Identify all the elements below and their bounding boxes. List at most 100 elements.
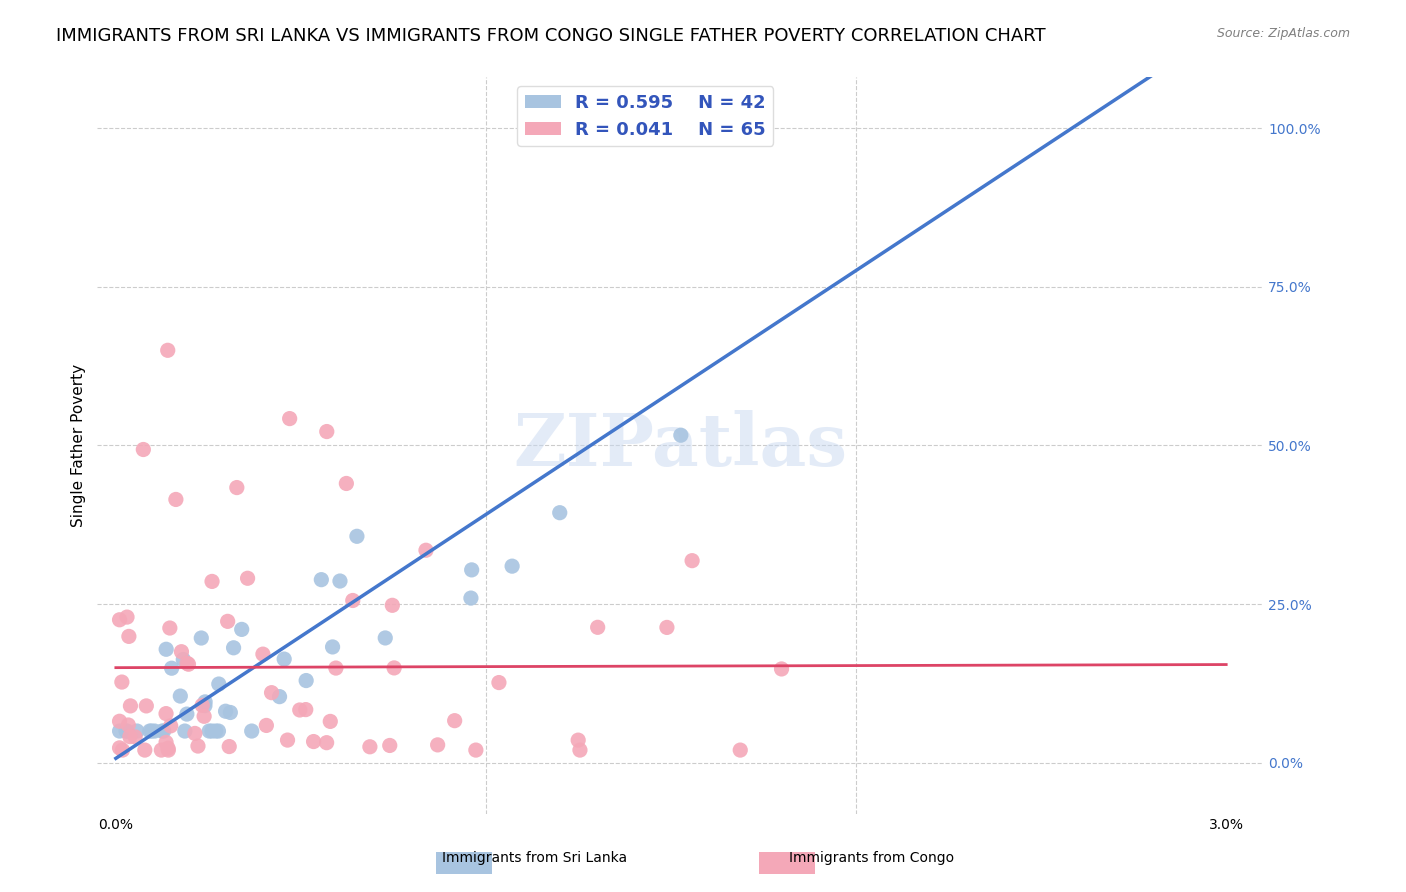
Point — [359, 739, 381, 754]
Point — [176, 707, 198, 722]
Point — [143, 724, 166, 739]
Point — [155, 642, 177, 657]
Point — [378, 739, 401, 753]
Legend: R = 0.595    N = 42, R = 0.041    N = 65: R = 0.595 N = 42, R = 0.041 N = 65 — [517, 87, 773, 146]
Point — [132, 442, 155, 457]
Point — [201, 574, 224, 589]
Point — [728, 743, 751, 757]
Point — [335, 476, 357, 491]
Point — [252, 647, 274, 661]
Point — [165, 492, 187, 507]
Point — [184, 726, 207, 740]
Point — [208, 677, 231, 691]
Point — [115, 610, 138, 624]
Point — [325, 661, 347, 675]
Point — [156, 741, 179, 756]
Point — [150, 743, 173, 757]
Point — [382, 661, 405, 675]
Point — [172, 652, 194, 666]
Point — [117, 718, 139, 732]
Point — [108, 740, 131, 755]
Point — [157, 743, 180, 757]
Point — [319, 714, 342, 729]
Point — [488, 675, 510, 690]
Point — [460, 563, 482, 577]
Point — [120, 698, 142, 713]
Point — [219, 706, 242, 720]
Text: ZIPatlas: ZIPatlas — [513, 410, 848, 481]
Point — [191, 698, 214, 713]
Point — [464, 743, 486, 757]
Point — [190, 631, 212, 645]
Point — [108, 724, 131, 739]
Point — [204, 724, 226, 739]
Point — [294, 703, 316, 717]
Point — [302, 734, 325, 748]
Point — [176, 657, 198, 671]
Point — [111, 743, 134, 757]
Point — [315, 425, 337, 439]
Point — [278, 411, 301, 425]
Point — [207, 724, 229, 739]
Point — [415, 543, 437, 558]
Point — [125, 724, 148, 739]
Point — [108, 613, 131, 627]
Point — [135, 698, 157, 713]
Point — [295, 673, 318, 688]
Point — [201, 724, 224, 739]
Point — [231, 623, 253, 637]
Point — [770, 662, 793, 676]
Point — [170, 645, 193, 659]
Point — [254, 718, 277, 732]
Point — [152, 724, 174, 739]
Point — [277, 733, 299, 747]
Text: Immigrants from Sri Lanka: Immigrants from Sri Lanka — [441, 851, 627, 865]
Point — [260, 686, 283, 700]
Y-axis label: Single Father Poverty: Single Father Poverty — [72, 364, 86, 527]
Text: Immigrants from Congo: Immigrants from Congo — [789, 851, 955, 865]
Point — [155, 706, 177, 721]
Point — [155, 735, 177, 749]
Point — [222, 640, 245, 655]
Point — [218, 739, 240, 754]
Point — [681, 554, 703, 568]
Point — [198, 724, 221, 739]
Point — [568, 743, 591, 757]
Point — [288, 703, 311, 717]
Point — [548, 506, 571, 520]
Point — [655, 620, 678, 634]
Point — [217, 615, 239, 629]
Point — [225, 481, 247, 495]
Point — [159, 621, 181, 635]
Point — [193, 709, 215, 723]
Point — [346, 529, 368, 543]
Point — [273, 652, 295, 666]
Point — [426, 738, 449, 752]
Point — [187, 739, 209, 753]
Point — [567, 733, 589, 747]
Point — [108, 714, 131, 729]
Text: IMMIGRANTS FROM SRI LANKA VS IMMIGRANTS FROM CONGO SINGLE FATHER POVERTY CORRELA: IMMIGRANTS FROM SRI LANKA VS IMMIGRANTS … — [56, 27, 1046, 45]
Point — [374, 631, 396, 645]
Point — [169, 689, 191, 703]
Point — [194, 695, 217, 709]
Point — [115, 724, 138, 739]
Point — [118, 730, 141, 744]
Point — [315, 736, 337, 750]
Point — [240, 724, 263, 739]
Point — [124, 730, 146, 744]
Point — [160, 661, 183, 675]
Point — [111, 675, 134, 690]
Point — [177, 657, 200, 672]
Point — [322, 640, 344, 654]
Point — [115, 724, 138, 739]
Point — [159, 719, 181, 733]
Point — [118, 629, 141, 643]
Point — [381, 599, 404, 613]
Point — [669, 428, 692, 442]
Point — [194, 698, 217, 713]
Point — [173, 724, 195, 739]
Point — [150, 724, 173, 739]
Text: Source: ZipAtlas.com: Source: ZipAtlas.com — [1216, 27, 1350, 40]
Point — [752, 121, 775, 136]
